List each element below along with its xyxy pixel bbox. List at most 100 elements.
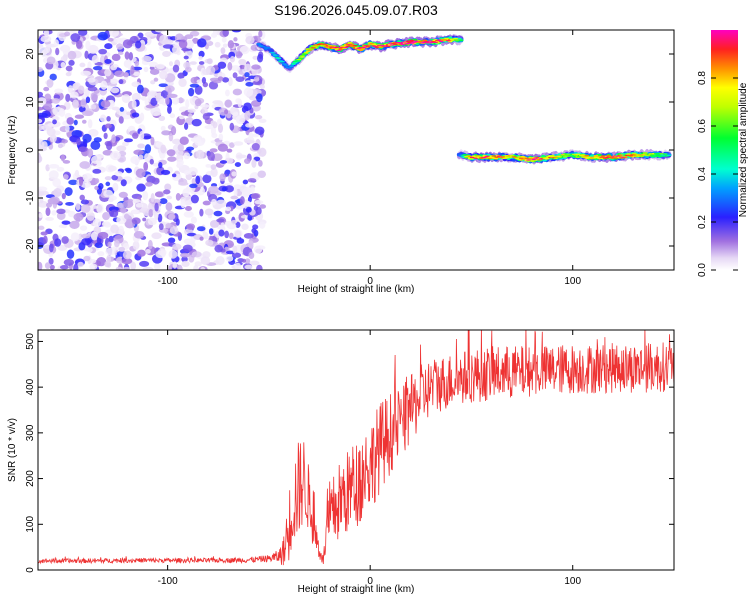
noise-speckle: [65, 71, 72, 77]
ridge-cell: [518, 157, 524, 159]
noise-speckle: [114, 171, 123, 177]
noise-speckle: [252, 224, 259, 230]
noise-speckle: [177, 72, 185, 79]
noise-speckle: [160, 144, 167, 154]
ridge-cell: [522, 156, 528, 158]
noise-speckle: [92, 218, 102, 227]
ridge-cell: [323, 46, 329, 48]
ridge-cell: [292, 60, 298, 62]
ridge-cell: [579, 155, 584, 157]
noise-speckle: [239, 64, 246, 70]
noise-speckle: [214, 244, 224, 253]
noise-speckle: [166, 149, 176, 157]
noise-speckle: [169, 113, 176, 119]
ridge-cell: [407, 40, 413, 42]
noise-speckle: [110, 209, 119, 218]
noise-speckle: [111, 134, 116, 144]
noise-speckle: [109, 30, 120, 38]
ridge-cell: [340, 46, 346, 48]
noise-speckle: [255, 93, 263, 103]
ridge-cell: [329, 46, 335, 48]
ridge-cell: [311, 47, 316, 49]
noise-speckle: [233, 37, 238, 42]
noise-speckle: [205, 66, 210, 76]
snr-y-tick-label: 200: [25, 470, 36, 487]
noise-speckle: [233, 141, 244, 146]
noise-speckle: [167, 237, 176, 244]
noise-speckle: [104, 176, 112, 181]
colorbar-ticks: 0.0 0.2 0.4 0.6 0.8: [697, 71, 738, 277]
noise-speckle: [202, 174, 212, 184]
noise-speckle: [204, 125, 215, 130]
noise-speckle: [224, 220, 233, 226]
noise-speckle: [38, 186, 48, 192]
ridge-cell: [349, 43, 355, 45]
noise-speckle: [67, 50, 77, 60]
ridge-cell: [568, 155, 573, 157]
ridge-cell: [471, 155, 477, 157]
noise-speckle: [258, 147, 267, 157]
noise-speckle: [168, 61, 174, 67]
noise-speckle: [122, 141, 129, 147]
noise-speckle: [143, 135, 152, 140]
noise-speckle: [137, 84, 144, 94]
noise-speckle: [181, 260, 190, 267]
noise-speckle: [212, 121, 218, 129]
noise-speckle: [38, 261, 43, 270]
ridge-cell: [562, 156, 568, 158]
noise-speckle: [189, 30, 200, 37]
snr-frame: [37, 329, 675, 571]
noise-speckle: [122, 250, 132, 260]
ridge-cell: [666, 154, 672, 157]
noise-speckle: [235, 98, 241, 104]
ridge-cell: [622, 156, 628, 158]
noise-speckle: [238, 58, 247, 66]
colorbar-tick-label: 0.8: [697, 71, 708, 85]
noise-speckle: [104, 69, 112, 77]
noise-speckle: [48, 257, 54, 265]
noise-speckle: [248, 251, 255, 260]
noise-speckle: [235, 205, 244, 210]
noise-speckle: [73, 119, 78, 126]
noise-speckle: [158, 83, 168, 88]
noise-speckle: [187, 108, 196, 113]
noise-speckle: [89, 263, 98, 270]
noise-speckle: [221, 186, 227, 192]
noise-speckle: [66, 117, 74, 125]
noise-speckle: [168, 132, 174, 142]
noise-speckle: [201, 76, 207, 84]
noise-speckle: [204, 208, 214, 216]
noise-speckle: [46, 56, 56, 65]
noise-speckle: [180, 252, 191, 258]
noise-speckle: [118, 79, 124, 85]
snr-y-tick-label: 300: [25, 424, 36, 441]
noise-speckle: [256, 264, 263, 270]
noise-speckle: [187, 113, 193, 119]
noise-speckle: [149, 158, 154, 165]
noise-speckle: [236, 154, 247, 159]
noise-speckle: [132, 132, 139, 139]
noise-speckle: [236, 238, 245, 244]
noise-speckle: [88, 129, 99, 137]
noise-speckle: [62, 160, 71, 164]
ridge-cell: [537, 159, 542, 161]
noise-speckle: [258, 30, 263, 38]
ridge-cell: [529, 157, 535, 160]
noise-speckle: [90, 104, 97, 110]
ridge-cell: [314, 45, 320, 47]
ridge-cell: [438, 40, 444, 43]
noise-speckle: [120, 206, 127, 214]
spectrogram-x-tick-label: 0: [367, 276, 373, 287]
noise-speckle: [56, 208, 66, 215]
noise-speckle: [211, 198, 217, 206]
noise-speckle: [73, 212, 84, 222]
noise-speckle: [139, 130, 145, 141]
noise-speckle: [179, 136, 189, 145]
noise-speckle: [180, 198, 186, 209]
noise-speckle: [230, 195, 239, 200]
noise-speckle: [76, 138, 82, 146]
spectrogram-y-tick-label: 0: [25, 147, 36, 153]
ridge-cell: [529, 159, 535, 162]
noise-speckle: [234, 162, 242, 168]
noise-speckle: [182, 244, 193, 253]
